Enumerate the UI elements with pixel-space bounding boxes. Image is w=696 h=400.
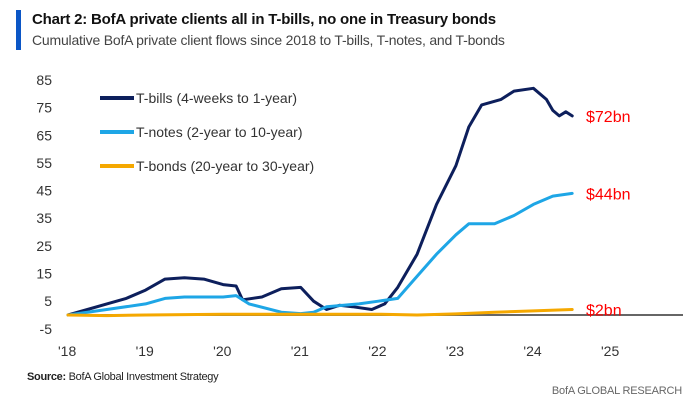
y-tick-label: -5 [40, 321, 53, 337]
accent-bar [16, 10, 21, 50]
y-tick-label: 5 [44, 293, 52, 309]
end-value-label: $44bn [586, 186, 631, 203]
y-tick-label: 55 [36, 155, 52, 171]
series-line-2 [66, 308, 574, 318]
y-tick-label: 25 [36, 238, 52, 254]
y-tick-label: 35 [36, 210, 52, 226]
brand-label: BofA GLOBAL RESEARCH [551, 385, 682, 397]
source-note: Source: BofA Global Investment Strategy [27, 371, 219, 383]
y-tick-label: 75 [36, 100, 52, 116]
x-tick-label: '19 [136, 343, 154, 359]
y-tick-label: 85 [36, 72, 52, 88]
y-tick-label: 45 [36, 183, 52, 199]
chart-title: Chart 2: BofA private clients all in T-b… [32, 11, 496, 28]
chart-subtitle: Cumulative BofA private client flows sin… [32, 32, 505, 48]
x-tick-label: '18 [58, 343, 76, 359]
end-value-label: $72bn [586, 109, 631, 126]
series-line-1 [66, 191, 574, 317]
y-tick-label: 15 [36, 266, 52, 282]
x-tick-label: '20 [213, 343, 231, 359]
x-tick-label: '21 [291, 343, 309, 359]
x-tick-label: '25 [601, 343, 619, 359]
legend-label: T-bills (4-weeks to 1-year) [136, 90, 297, 106]
series-line-0 [66, 86, 574, 317]
x-tick-label: '24 [523, 343, 541, 359]
x-tick-label: '23 [446, 343, 464, 359]
source-text: BofA Global Investment Strategy [65, 371, 219, 383]
end-value-label: $2bn [586, 302, 622, 319]
x-tick-label: '22 [368, 343, 386, 359]
legend-label: T-bonds (20-year to 30-year) [136, 158, 314, 174]
legend-label: T-notes (2-year to 10-year) [136, 124, 303, 140]
y-tick-label: 65 [36, 127, 52, 143]
source-label: Source: [27, 371, 66, 383]
